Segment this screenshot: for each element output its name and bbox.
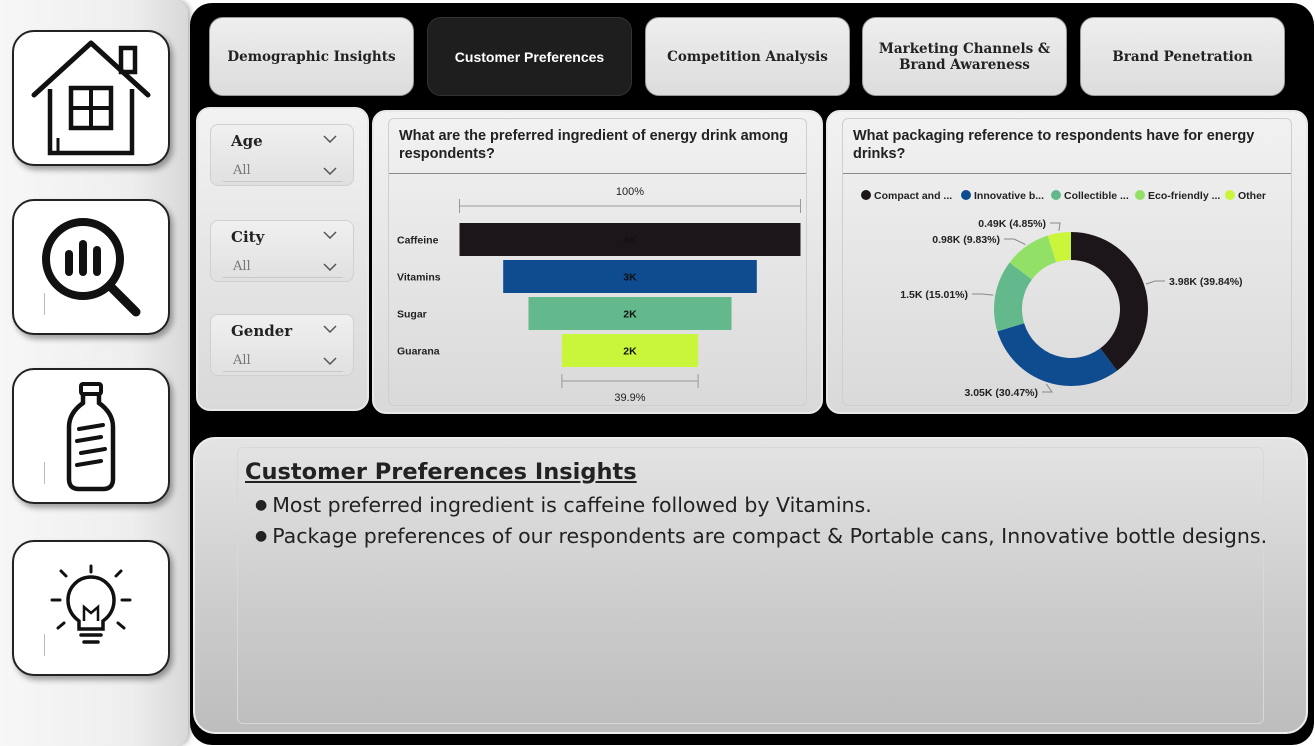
legend-marker <box>861 190 871 200</box>
chevron-down-icon <box>323 357 337 365</box>
age-slicer: Age All <box>210 124 354 186</box>
donut-slice <box>1071 232 1148 371</box>
funnel-data-label: 4K <box>623 235 637 247</box>
divider <box>44 293 45 315</box>
packaging-chart-panel: What packaging reference to respondents … <box>826 110 1308 414</box>
city-slicer: City All <box>210 220 354 282</box>
donut-data-label: 0.49K (4.85%) <box>978 218 1046 230</box>
chevron-down-icon <box>323 263 337 271</box>
divider <box>44 462 45 484</box>
filters-panel: Age All City All Gender All <box>196 107 369 411</box>
legend-marker <box>1225 190 1235 200</box>
donut-leader-line <box>1050 222 1061 232</box>
age-dropdown[interactable]: All <box>223 160 343 182</box>
funnel-bar <box>528 297 732 330</box>
chevron-down-icon[interactable] <box>323 231 337 239</box>
legend-label: Collectible ... <box>1064 190 1129 202</box>
bottle-icon <box>66 381 116 491</box>
legend-label: Innovative b... <box>974 190 1044 202</box>
donut-leader-line <box>972 293 994 296</box>
funnel-category-label: Guarana <box>397 346 440 358</box>
insights-frame <box>237 447 1264 724</box>
chevron-down-icon[interactable] <box>323 135 337 143</box>
ingredient-chart-panel: What are the preferred ingredient of ene… <box>372 110 823 414</box>
funnel-top-label: 100% <box>616 186 644 198</box>
tab-brand-penetration[interactable]: Brand Penetration <box>1080 17 1285 96</box>
chart-frame: What are the preferred ingredient of ene… <box>388 118 807 406</box>
slicer-title: City <box>231 228 265 246</box>
funnel-bar <box>503 260 757 293</box>
insight-text: Most preferred ingredient is caffeine fo… <box>272 493 872 517</box>
funnel-chart: 100% Caffeine 4K Vitamins 3K Sugar 2K Guarana 2K… <box>397 186 801 404</box>
funnel-bar <box>561 334 699 367</box>
insight-item: ● Package preferences of our respondents … <box>255 524 1268 548</box>
tab-demographic-insights[interactable]: Demographic Insights <box>209 17 414 96</box>
donut-data-label: 1.5K (15.01%) <box>900 289 968 301</box>
tab-competition-analysis[interactable]: Competition Analysis <box>645 17 850 96</box>
dropdown-value: All <box>233 259 251 274</box>
legend-label: Compact and ... <box>874 190 952 202</box>
divider <box>843 173 1291 174</box>
gender-dropdown[interactable]: All <box>223 350 343 372</box>
donut-leader-line <box>1004 238 1026 245</box>
dropdown-value: All <box>233 163 251 178</box>
chevron-down-icon[interactable] <box>323 325 337 333</box>
funnel-category-label: Caffeine <box>397 235 439 247</box>
slicer-title: Gender <box>231 322 293 340</box>
divider <box>44 634 45 656</box>
donut-leader-line <box>1042 383 1053 393</box>
funnel-category-label: Sugar <box>397 309 427 321</box>
tab-marketing-channels[interactable]: Marketing Channels & Brand Awareness <box>862 17 1067 96</box>
funnel-data-label: 3K <box>623 272 637 284</box>
sidebar <box>0 0 188 746</box>
donut-slice <box>1009 235 1057 280</box>
donut-slice <box>994 262 1032 332</box>
divider <box>389 173 806 174</box>
gender-slicer: Gender All <box>210 314 354 376</box>
home-nav-button[interactable] <box>12 30 170 166</box>
funnel-category-label: Vitamins <box>397 272 441 284</box>
dropdown-value: All <box>233 353 251 368</box>
legend-label: Other <box>1238 190 1266 202</box>
funnel-data-label: 2K <box>623 346 637 358</box>
legend-marker <box>1135 190 1145 200</box>
donut-slice <box>997 323 1118 386</box>
funnel-bottom-label: 39.9% <box>614 392 645 404</box>
legend-marker <box>1051 190 1061 200</box>
chart-title: What packaging reference to respondents … <box>853 128 1255 162</box>
donut-chart: Compact and ... Innovative b... Collectibl… <box>861 190 1266 399</box>
product-nav-button[interactable] <box>12 368 170 504</box>
chevron-down-icon <box>323 167 337 175</box>
insights-title: Customer Preferences Insights <box>245 459 637 485</box>
city-dropdown[interactable]: All <box>223 256 343 278</box>
insights-panel: Customer Preferences Insights ● Most pref… <box>193 437 1308 734</box>
analytics-nav-button[interactable] <box>12 199 170 335</box>
insight-text: Package preferences of our respondents a… <box>272 524 1268 548</box>
funnel-bar <box>459 223 801 256</box>
chart-frame: What packaging reference to respondents … <box>842 118 1292 406</box>
insight-item: ● Most preferred ingredient is caffeine f… <box>255 493 872 517</box>
donut-data-label: 3.05K (30.47%) <box>964 387 1038 399</box>
donut-data-label: 3.98K (39.84%) <box>1169 276 1243 288</box>
slicer-title: Age <box>231 132 263 150</box>
legend-label: Eco-friendly ... <box>1148 190 1220 202</box>
tab-customer-preferences[interactable]: Customer Preferences <box>427 17 632 96</box>
lightbulb-icon <box>50 564 132 644</box>
funnel-data-label: 2K <box>623 309 637 321</box>
donut-slice <box>1047 232 1071 263</box>
home-icon <box>31 40 151 156</box>
legend-marker <box>961 190 971 200</box>
insights-nav-button[interactable] <box>12 540 170 676</box>
donut-leader-line <box>1145 280 1165 285</box>
donut-data-label: 0.98K (9.83%) <box>932 234 1000 246</box>
chart-title: What are the preferred ingredient of ene… <box>399 128 789 162</box>
analytics-search-icon <box>42 218 141 317</box>
